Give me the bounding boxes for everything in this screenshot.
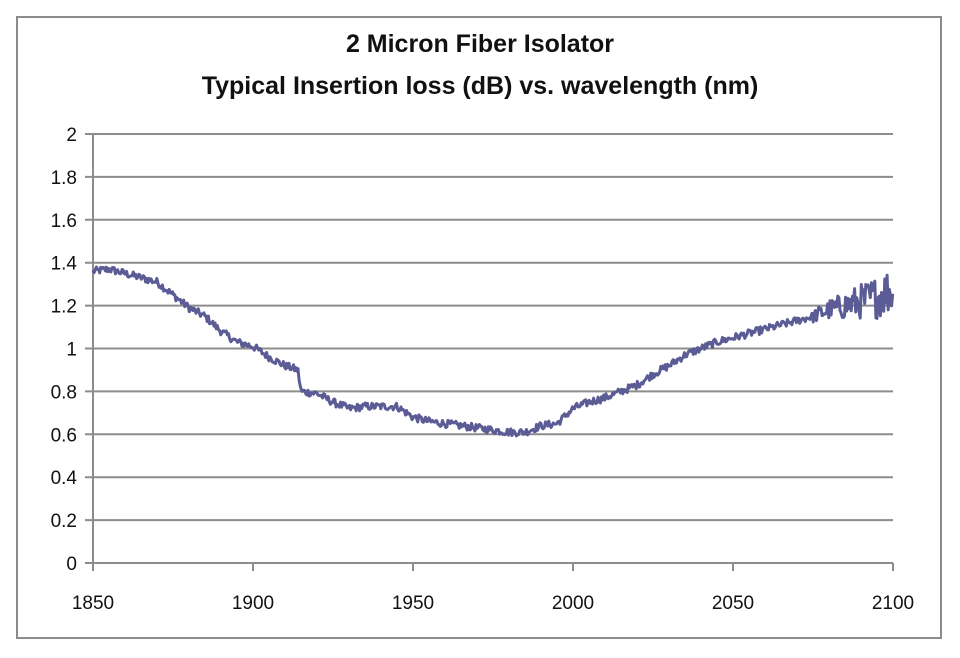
- y-tick-label: 1.4: [51, 254, 78, 275]
- chart-title: 2 Micron Fiber Isolator: [345, 30, 615, 58]
- y-tick-label: 1.6: [51, 211, 77, 232]
- x-tick-label: 1850: [72, 593, 114, 614]
- x-tick-label: 2100: [872, 593, 914, 614]
- y-tick-label: 2: [66, 125, 77, 146]
- y-tick-label: 1: [66, 340, 77, 361]
- series-line-insertion-loss: [91, 265, 895, 438]
- x-tick-label: 1950: [392, 593, 434, 614]
- x-tick-label: 2000: [552, 593, 594, 614]
- y-tick-label: 0: [66, 554, 77, 575]
- x-tick-label: 2050: [712, 593, 754, 614]
- y-tick-label: 0.2: [51, 511, 77, 532]
- x-tick-label: 1900: [232, 593, 274, 614]
- chart-frame: [16, 16, 942, 639]
- y-tick-label: 0.6: [51, 425, 77, 446]
- y-tick-label: 1.8: [51, 168, 77, 189]
- chart-subtitle: Typical Insertion loss (dB) vs. waveleng…: [201, 72, 759, 100]
- y-tick-label: 1.2: [51, 297, 77, 318]
- y-tick-label: 0.4: [51, 468, 78, 489]
- y-tick-label: 0.8: [51, 382, 77, 403]
